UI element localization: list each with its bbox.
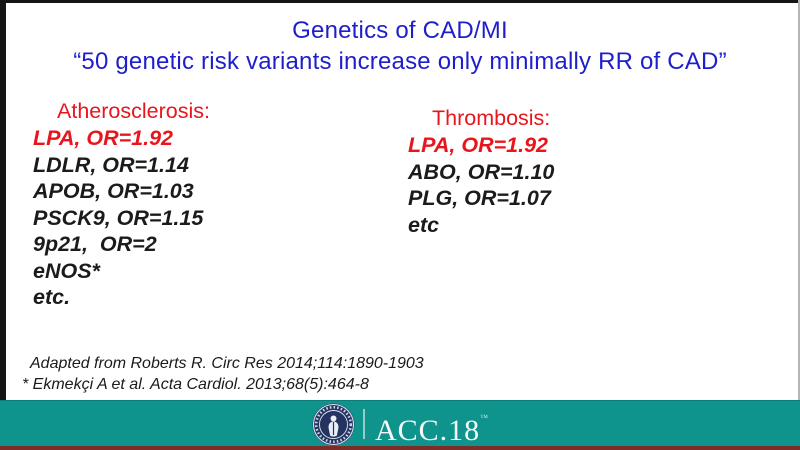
gene-row-enos: eNOS* (33, 258, 100, 283)
slide-title: Genetics of CAD/MI “50 genetic risk vari… (0, 15, 800, 77)
acc18-wordmark: ACC.18™ (375, 403, 488, 446)
thrombosis-column: Thrombosis: LPA, OR=1.92 ABO, OR=1.10 PL… (408, 104, 554, 238)
gene-row-plg: PLG, OR=1.07 (408, 186, 551, 210)
gene-row-lpa-right: LPA, OR=1.92 (408, 133, 549, 157)
atherosclerosis-column: Atherosclerosis: LPA, OR=1.92 LDLR, OR=1… (33, 97, 210, 311)
footer-teal-band: ACC.18™ (0, 400, 800, 447)
gene-row-abo: ABO, OR=1.10 (408, 159, 555, 184)
acc18-logo: ACC.18™ (312, 403, 488, 446)
gene-row-etc-right: etc (408, 212, 440, 237)
gene-row-apob: APOB, OR=1.03 (33, 179, 194, 203)
citation-roberts: Adapted from Roberts R. Circ Res 2014;11… (30, 355, 424, 372)
title-line-1: Genetics of CAD/MI (292, 17, 508, 44)
slide-top-border (0, 0, 800, 3)
footer-maroon-line (0, 446, 800, 450)
citation-ekmekci: * Ekmekçi A et al. Acta Cardiol. 2013;68… (22, 375, 369, 393)
logo-divider (362, 409, 365, 439)
trademark-symbol: ™ (480, 412, 489, 422)
gene-row-ldlr: LDLR, OR=1.14 (33, 152, 189, 177)
footer-bar: ACC.18™ (0, 400, 800, 450)
gene-row-psck9: PSCK9, OR=1.15 (33, 205, 204, 230)
title-line-2: “50 genetic risk variants increase only … (73, 48, 727, 75)
slide-left-border (0, 0, 6, 403)
citations: Adapted from Roberts R. Circ Res 2014;11… (22, 354, 424, 395)
atherosclerosis-heading: Atherosclerosis: (57, 99, 210, 123)
acc18-text: ACC.18 (374, 413, 481, 447)
gene-row-lpa: LPA, OR=1.92 (33, 126, 174, 150)
thrombosis-heading: Thrombosis: (432, 106, 551, 130)
acc-seal-icon (312, 403, 355, 445)
gene-row-etc-left: etc. (33, 285, 71, 309)
gene-row-9p21: 9p21, OR=2 (33, 232, 157, 256)
slide-right-border (798, 0, 800, 403)
